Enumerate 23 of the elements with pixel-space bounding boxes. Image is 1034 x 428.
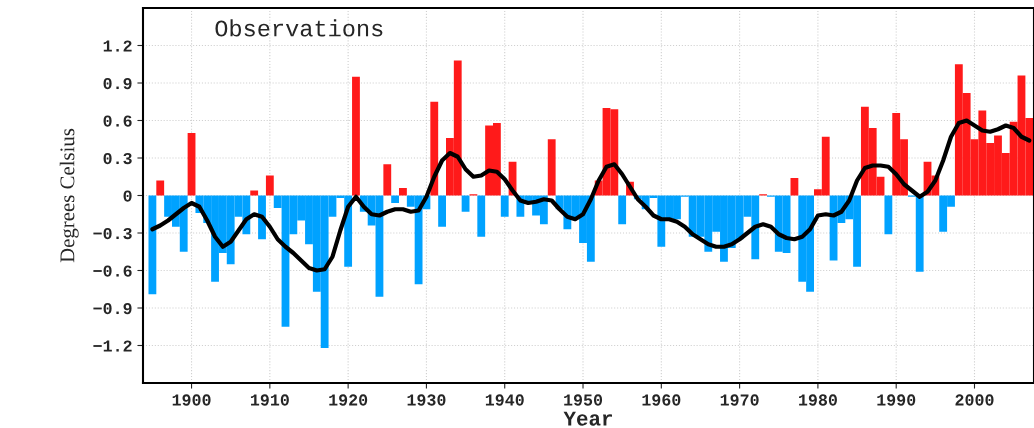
y-tick-label: −0.3	[93, 227, 132, 240]
x-tick-label: 1930	[407, 394, 446, 406]
x-tick-label: 1940	[485, 394, 524, 406]
y-tick-label: 0.3	[103, 152, 132, 165]
x-tick-label: 1950	[564, 394, 603, 406]
x-tick-label: 1980	[799, 394, 837, 406]
chart-title: Observations	[215, 19, 383, 37]
y-tick-label: −1.2	[93, 340, 132, 352]
y-tick-label: 0	[123, 190, 132, 202]
x-tick-label: 1970	[720, 394, 759, 406]
x-axis-title: Year	[563, 411, 612, 426]
y-tick-label: 0.6	[103, 115, 132, 127]
y-tick-label: −0.6	[93, 265, 132, 277]
y-axis-title: Degrees Celsius	[59, 128, 79, 263]
x-tick-label: 1990	[877, 394, 916, 406]
x-tick-label: 1920	[329, 394, 368, 406]
y-tick-label: −0.9	[93, 302, 132, 315]
x-tick-label: 1960	[642, 394, 681, 406]
y-tick-label: 1.2	[103, 40, 132, 52]
x-tick-label: 2000	[955, 394, 994, 406]
x-tick-label: 1910	[250, 394, 289, 406]
x-tick-label: 1900	[172, 394, 211, 406]
y-tick-label: 0.9	[103, 77, 132, 90]
